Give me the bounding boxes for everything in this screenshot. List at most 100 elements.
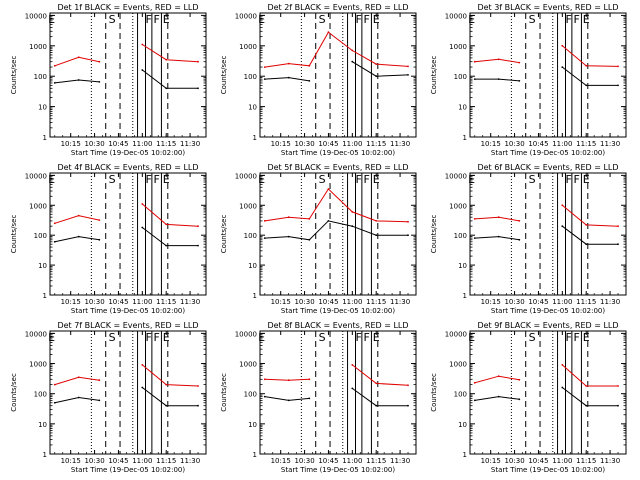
data-point xyxy=(53,240,56,243)
y-axis-label: Counts/sec xyxy=(220,373,228,412)
data-point xyxy=(617,404,619,407)
flag-label: S xyxy=(319,331,326,344)
data-point xyxy=(141,43,144,46)
x-tick-label: 11:00 xyxy=(342,457,362,465)
y-tick-label: 100 xyxy=(244,232,257,240)
events-series-line xyxy=(54,227,198,247)
x-tick-label: 10:30 xyxy=(84,457,104,465)
flag-label: F xyxy=(363,173,369,186)
flag-label: E xyxy=(258,173,265,186)
flag-label: E xyxy=(48,331,55,344)
x-axis-label: Start Time (19-Dec-05 10:02:00) xyxy=(491,149,605,157)
data-point xyxy=(165,404,168,407)
x-tick-label: 11:30 xyxy=(600,298,620,306)
flag-label: F xyxy=(573,13,579,26)
data-point xyxy=(351,364,354,366)
data-point xyxy=(53,222,56,225)
data-point xyxy=(197,404,199,407)
flag-label: E xyxy=(163,331,170,344)
x-tick-label: 10:15 xyxy=(61,457,81,465)
flag-label: E xyxy=(258,331,265,344)
y-tick-label: 10 xyxy=(248,421,257,429)
y-tick-label: 10 xyxy=(458,104,467,112)
data-point xyxy=(77,79,80,81)
x-tick-label: 11:00 xyxy=(552,140,572,148)
plot-frame xyxy=(469,330,627,455)
flag-label: F xyxy=(146,173,152,186)
data-point xyxy=(77,396,80,399)
y-axis-label: Counts/sec xyxy=(430,56,438,95)
flag-label: E xyxy=(258,13,265,26)
data-point xyxy=(617,385,619,387)
x-axis-label: Start Time (19-Dec-05 10:02:00) xyxy=(281,149,395,157)
data-point xyxy=(561,364,564,366)
x-tick-label: 10:30 xyxy=(84,298,104,306)
x-tick-label: 10:45 xyxy=(318,457,338,465)
y-tick-label: 10000 xyxy=(235,12,257,20)
x-tick-label: 11:00 xyxy=(342,140,362,148)
y-tick-label: 1 xyxy=(43,451,47,459)
panel-title: Det 2f BLACK = Events, RED = LLD xyxy=(267,3,408,12)
data-point xyxy=(561,386,564,389)
data-point xyxy=(98,219,101,222)
flag-label: F xyxy=(153,331,159,344)
data-point xyxy=(165,383,168,386)
x-tick-label: 11:30 xyxy=(600,140,620,148)
data-point xyxy=(375,220,378,222)
x-tick-label: 10:45 xyxy=(108,457,128,465)
x-tick-label: 10:15 xyxy=(61,298,81,306)
data-point xyxy=(617,243,619,246)
flag-label: S xyxy=(529,13,536,26)
y-tick-label: 10 xyxy=(458,421,467,429)
data-point xyxy=(375,404,378,407)
events-series-line xyxy=(264,220,408,241)
flag-label: E xyxy=(163,173,170,186)
x-tick-label: 10:30 xyxy=(84,140,104,148)
y-tick-label: 10 xyxy=(38,104,47,112)
panel-title: Det 8f BLACK = Events, RED = LLD xyxy=(267,321,408,330)
data-point xyxy=(585,84,588,87)
flag-label: F xyxy=(573,331,579,344)
y-tick-label: 1 xyxy=(463,134,467,142)
x-tick-label: 11:15 xyxy=(576,298,596,306)
y-tick-label: 10000 xyxy=(25,172,47,180)
lld-series-line xyxy=(474,204,619,227)
data-point xyxy=(263,220,266,222)
data-point xyxy=(287,62,290,65)
y-tick-label: 1 xyxy=(253,134,257,142)
flag-label: E xyxy=(163,13,170,26)
data-point xyxy=(98,399,101,402)
y-tick-label: 1000 xyxy=(239,202,257,210)
data-point xyxy=(263,78,266,80)
y-tick-label: 100 xyxy=(34,232,47,240)
flag-label: F xyxy=(573,173,579,186)
panel-title: Det 5f BLACK = Events, RED = LLD xyxy=(267,163,408,172)
x-tick-label: 11:00 xyxy=(132,298,152,306)
y-tick-label: 10000 xyxy=(25,12,47,20)
data-point xyxy=(518,398,521,401)
flag-label: S xyxy=(109,13,116,26)
x-tick-label: 11:15 xyxy=(366,140,386,148)
y-tick-label: 1000 xyxy=(239,43,257,51)
data-point xyxy=(53,401,56,404)
flag-label: F xyxy=(356,13,362,26)
y-tick-label: 1000 xyxy=(29,43,47,51)
data-point xyxy=(497,216,500,219)
flag-label: E xyxy=(468,173,475,186)
y-tick-label: 10 xyxy=(458,262,467,270)
data-point xyxy=(141,226,144,229)
x-tick-label: 10:15 xyxy=(271,457,291,465)
x-tick-label: 11:15 xyxy=(366,298,386,306)
data-point xyxy=(351,225,354,228)
data-point xyxy=(327,188,330,190)
x-tick-label: 10:30 xyxy=(504,457,524,465)
y-axis-label: Counts/sec xyxy=(10,373,18,412)
data-point xyxy=(585,243,588,246)
y-axis-label: Counts/sec xyxy=(430,215,438,254)
flag-label: S xyxy=(529,173,536,186)
flag-label: F xyxy=(153,13,159,26)
data-point xyxy=(287,399,290,402)
y-tick-label: 10 xyxy=(38,421,47,429)
data-point xyxy=(375,234,378,237)
